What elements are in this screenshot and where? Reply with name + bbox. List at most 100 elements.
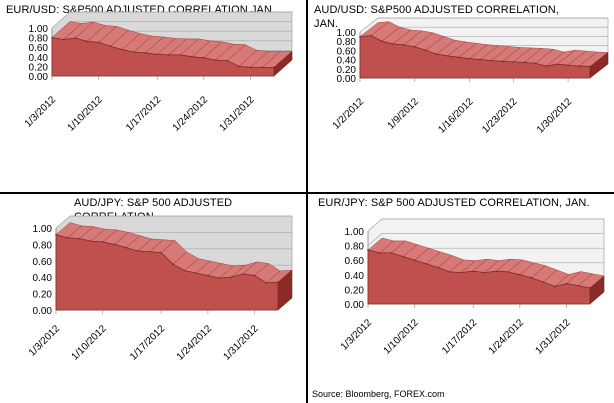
data-point bbox=[402, 255, 404, 258]
y-tick-label: 0.20 bbox=[345, 285, 365, 296]
data-point bbox=[277, 281, 279, 283]
data-point bbox=[230, 276, 233, 278]
area-chart-aud-jpy: 1.00 0.80 0.60 0.40 0.20 0.00 1/3/2012 1/10/201… bbox=[27, 215, 293, 363]
area-chart-aud-usd: 1.000.800.600.400.200.00 1/2/2012 1/9/2012… bbox=[331, 17, 609, 136]
area-chart-eur-jpy: 1.00 0.80 0.60 0.40 0.20 0.00 1/3/2012 1/10/201… bbox=[339, 218, 605, 357]
data-point bbox=[448, 271, 451, 273]
x-tick-label: 1/3/2012 bbox=[339, 317, 375, 353]
data-point bbox=[534, 62, 537, 65]
x-tick-label: 1/31/2012 bbox=[534, 317, 574, 357]
data-point bbox=[121, 48, 123, 51]
data-point bbox=[97, 41, 100, 44]
data-point bbox=[589, 287, 591, 289]
data-point bbox=[136, 250, 139, 252]
x-tick-label: 1/10/2012 bbox=[382, 317, 422, 357]
y-tick-label: 0.40 bbox=[345, 271, 365, 282]
chart-title: EUR/JPY: S&P 500 ADJUSTED CORRELATION, J… bbox=[318, 197, 590, 209]
gridline bbox=[55, 215, 292, 229]
chart-title: AUD/USD: S&P500 ADJUSTED CORRELATION, JA… bbox=[314, 4, 559, 30]
data-point bbox=[109, 45, 112, 48]
x-tick-label: 1/9/2012 bbox=[386, 96, 422, 132]
data-point bbox=[132, 51, 135, 53]
x-tick-label: 1/10/2012 bbox=[70, 323, 110, 363]
data-point bbox=[390, 252, 393, 254]
x-tick-label: 1/16/2012 bbox=[436, 96, 476, 136]
x-tick-label: 1/2/2012 bbox=[331, 96, 367, 132]
y-tick-label: 1.00 bbox=[33, 224, 53, 235]
data-point bbox=[214, 59, 217, 61]
data-point bbox=[249, 66, 252, 69]
y-tick-label: 0.40 bbox=[33, 273, 53, 284]
y-tick-label: 1.00 bbox=[345, 227, 365, 238]
data-point bbox=[125, 246, 127, 249]
data-point bbox=[577, 284, 580, 287]
chart-panel-aud-jpy: AUD/JPY: S&P 500 ADJUSTED CORRELATION 1.… bbox=[0, 195, 306, 403]
x-tick-label: 1/17/2012 bbox=[124, 94, 164, 134]
gridline bbox=[51, 11, 292, 29]
data-point bbox=[172, 263, 174, 265]
horizontal-divider bbox=[0, 192, 614, 194]
data-point bbox=[226, 59, 229, 62]
y-tick-label: 1.00 bbox=[337, 28, 357, 39]
y-tick-label: 0.00 bbox=[345, 300, 365, 311]
data-point bbox=[413, 259, 416, 261]
y-tick-label: 0.60 bbox=[29, 43, 49, 54]
y-tick-label: 0.80 bbox=[29, 34, 49, 45]
x-tick-label: 1/30/2012 bbox=[535, 96, 575, 136]
vertical-divider bbox=[306, 0, 308, 403]
data-point bbox=[148, 250, 151, 253]
y-tick-label: 0.40 bbox=[337, 56, 357, 67]
y-tick-label: 0.60 bbox=[345, 256, 365, 267]
data-point bbox=[55, 233, 57, 236]
x-tick-label: 1/10/2012 bbox=[66, 94, 106, 134]
data-point bbox=[446, 55, 449, 57]
data-point bbox=[490, 59, 493, 62]
data-point bbox=[392, 43, 394, 45]
data-point bbox=[207, 274, 209, 277]
data-point bbox=[519, 274, 521, 276]
data-point bbox=[457, 56, 460, 59]
x-tick-label: 1/24/2012 bbox=[175, 323, 215, 363]
data-point bbox=[468, 57, 471, 60]
data-point bbox=[437, 266, 439, 269]
x-tick-label: 1/31/2012 bbox=[218, 94, 258, 134]
data-point bbox=[144, 52, 147, 54]
data-point bbox=[242, 273, 244, 275]
x-tick-label: 1/17/2012 bbox=[128, 323, 168, 363]
data-point bbox=[179, 54, 182, 56]
x-tick-label: 1/24/2012 bbox=[171, 94, 211, 134]
data-point bbox=[530, 276, 533, 279]
area-chart-eur-usd: 1.000.800.600.400.200.00 1/3/2012 1/10/201… bbox=[23, 11, 293, 134]
data-point bbox=[512, 61, 515, 63]
data-point bbox=[501, 60, 504, 63]
data-point bbox=[51, 36, 53, 39]
data-point bbox=[191, 56, 194, 58]
data-point bbox=[425, 263, 428, 265]
y-tick-label: 0.00 bbox=[29, 72, 49, 83]
y-tick-label: 0.40 bbox=[29, 53, 49, 64]
y-tick-label: 0.80 bbox=[337, 37, 357, 48]
data-point bbox=[545, 65, 547, 67]
y-tick-label: 0.20 bbox=[337, 65, 357, 76]
chart-panel-eur-jpy: EUR/JPY: S&P 500 ADJUSTED CORRELATION, J… bbox=[308, 195, 614, 403]
y-tick-label: 0.20 bbox=[29, 62, 49, 73]
data-point bbox=[484, 271, 486, 274]
x-tick-label: 1/3/2012 bbox=[23, 94, 59, 130]
data-point bbox=[367, 249, 369, 251]
y-tick-label: 0.20 bbox=[33, 290, 53, 301]
data-point bbox=[359, 35, 361, 38]
data-point bbox=[495, 270, 498, 272]
x-tick-label: 1/17/2012 bbox=[440, 317, 480, 357]
data-point bbox=[403, 44, 405, 46]
data-point bbox=[238, 65, 240, 68]
data-point bbox=[273, 66, 275, 69]
data-point bbox=[113, 243, 116, 246]
data-point bbox=[523, 61, 526, 64]
data-point bbox=[460, 271, 463, 274]
data-point bbox=[378, 252, 381, 254]
data-point bbox=[101, 241, 104, 243]
data-point bbox=[413, 45, 416, 48]
data-point bbox=[567, 64, 569, 66]
data-point bbox=[542, 281, 545, 283]
data-point bbox=[556, 63, 558, 65]
